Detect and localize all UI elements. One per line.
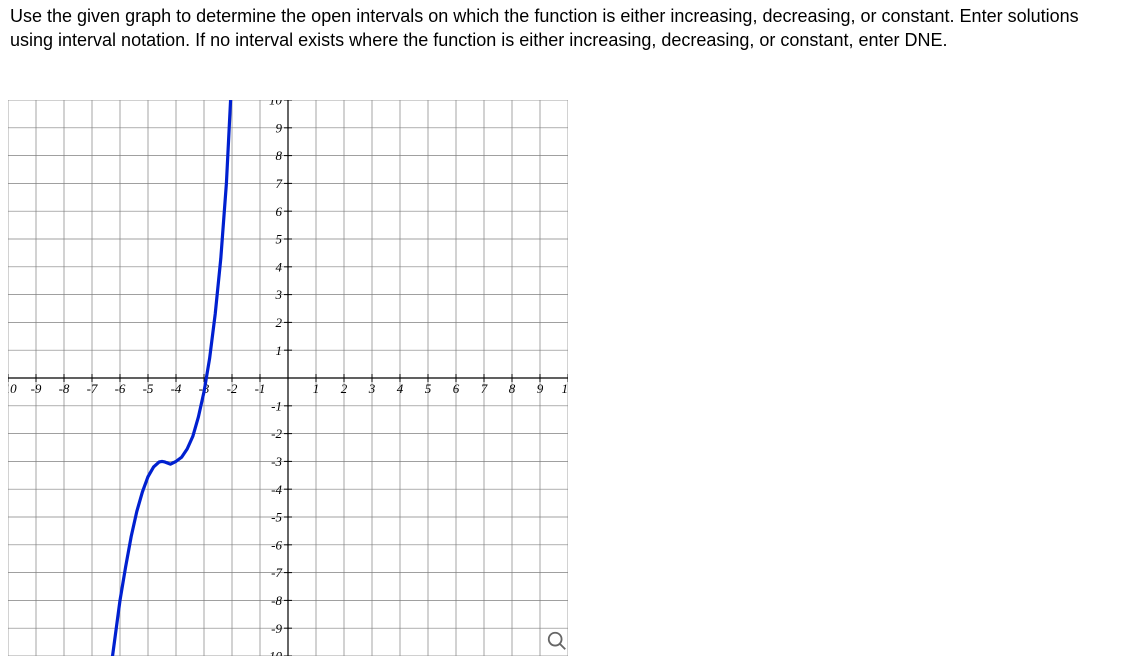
svg-text:-2: -2 — [271, 426, 282, 441]
svg-text:4: 4 — [397, 381, 404, 396]
svg-text:5: 5 — [425, 381, 432, 396]
graph-container: -10 -9 -8 -7 -6 -5 -4 -3 -2 -1 1 2 3 4 5 6 7 8 9 10 -10 -9 -8 -… — [8, 100, 598, 656]
magnifier-icon[interactable] — [546, 630, 568, 652]
svg-text:-8: -8 — [59, 381, 70, 396]
question-text: Use the given graph to determine the ope… — [0, 0, 1122, 59]
svg-text:-6: -6 — [115, 381, 126, 396]
svg-text:5: 5 — [276, 232, 283, 247]
svg-text:1: 1 — [276, 343, 283, 358]
svg-text:-1: -1 — [271, 398, 282, 413]
svg-text:-9: -9 — [31, 381, 42, 396]
svg-text:-7: -7 — [271, 565, 282, 580]
svg-text:-4: -4 — [271, 482, 282, 497]
svg-text:-3: -3 — [271, 454, 282, 469]
svg-text:-5: -5 — [271, 510, 282, 525]
function-graph: -10 -9 -8 -7 -6 -5 -4 -3 -2 -1 1 2 3 4 5 6 7 8 9 10 -10 -9 -8 -… — [8, 100, 568, 656]
svg-text:1: 1 — [313, 381, 320, 396]
svg-text:-7: -7 — [87, 381, 98, 396]
svg-text:3: 3 — [368, 381, 376, 396]
svg-text:-10: -10 — [265, 649, 283, 656]
svg-text:3: 3 — [275, 287, 283, 302]
svg-text:8: 8 — [509, 381, 516, 396]
svg-text:10: 10 — [269, 100, 283, 108]
svg-text:9: 9 — [537, 381, 544, 396]
svg-text:8: 8 — [276, 148, 283, 163]
svg-text:-2: -2 — [227, 381, 238, 396]
svg-text:7: 7 — [276, 176, 283, 191]
svg-text:-4: -4 — [171, 381, 182, 396]
svg-text:-10: -10 — [8, 381, 17, 396]
svg-text:7: 7 — [481, 381, 488, 396]
svg-text:6: 6 — [276, 204, 283, 219]
svg-text:-9: -9 — [271, 621, 282, 636]
svg-text:-1: -1 — [255, 381, 266, 396]
svg-text:9: 9 — [276, 120, 283, 135]
svg-text:-5: -5 — [143, 381, 154, 396]
svg-text:4: 4 — [276, 259, 283, 274]
svg-text:-6: -6 — [271, 537, 282, 552]
svg-text:2: 2 — [276, 315, 283, 330]
svg-text:-8: -8 — [271, 593, 282, 608]
svg-text:10: 10 — [562, 381, 569, 396]
svg-text:6: 6 — [453, 381, 460, 396]
svg-text:2: 2 — [341, 381, 348, 396]
